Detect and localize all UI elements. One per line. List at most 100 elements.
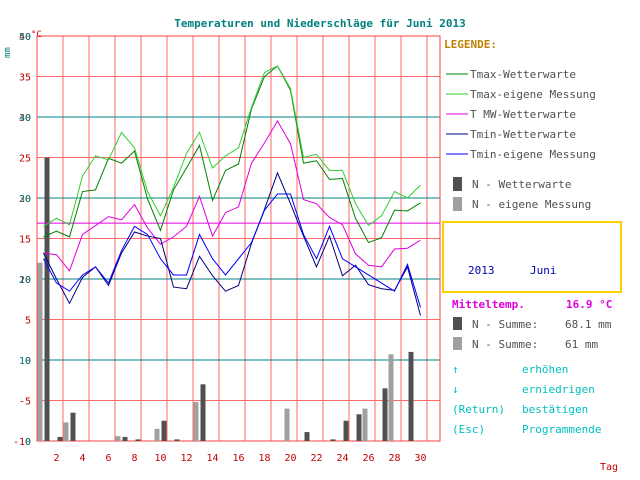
- precip-bar: [330, 439, 336, 441]
- chart-title: Temperaturen und Niederschläge für Juni …: [174, 17, 465, 30]
- legend-label: Tmin-Wetterwarte: [470, 128, 576, 141]
- sum-swatch-eigene: [453, 337, 462, 350]
- x-tick-label: 6: [105, 453, 111, 464]
- precip-tick-label: 40: [19, 113, 31, 124]
- legend-label: T MW-Wetterwarte: [470, 108, 576, 121]
- x-tick-label: 22: [310, 453, 322, 464]
- legend-label: Tmin-eigene Messung: [470, 148, 596, 161]
- precip-bars: [37, 157, 414, 441]
- precip-bar: [122, 436, 128, 441]
- x-tick-label: 26: [362, 453, 374, 464]
- legend-label: N - eigene Messung: [472, 198, 591, 211]
- x-tick-label: 14: [206, 453, 218, 464]
- precip-tick-label: 0: [25, 437, 31, 448]
- legend-bar-swatch: [453, 177, 462, 191]
- temp-tick-label: -5: [19, 397, 31, 408]
- control-action-return: bestätigen: [522, 403, 588, 416]
- legend-label: Tmax-eigene Messung: [470, 88, 596, 101]
- sum-label-eigene: N - Summe:: [472, 338, 538, 351]
- precip-bar: [44, 157, 50, 441]
- precip-tick-label: 30: [19, 194, 31, 205]
- temp-axis-unit: °C: [31, 30, 42, 40]
- series-line: [43, 171, 421, 316]
- precip-tick-label: 50: [19, 32, 31, 43]
- x-tick-label: 28: [388, 453, 400, 464]
- x-tick-label: 24: [336, 453, 348, 464]
- x-tick-label: 2: [53, 453, 59, 464]
- precip-bar: [115, 436, 121, 441]
- control-key-return: (Return): [452, 403, 505, 416]
- x-tick-label: 12: [180, 453, 192, 464]
- control-action-esc: Programmende: [522, 423, 601, 436]
- x-tick-label: 4: [79, 453, 85, 464]
- legend-panel: LEGENDE: Tmax-Wetterwarte Tmax-eigene Mes…: [444, 38, 596, 211]
- temp-tick-label: 40: [19, 32, 31, 43]
- temp-tick-label: 35: [19, 73, 31, 84]
- x-tick-label: 20: [284, 453, 296, 464]
- control-action-up: erhöhen: [522, 363, 568, 376]
- x-tick-label: 30: [414, 453, 426, 464]
- sum-value-wetterwarte: 68.1 mm: [565, 318, 612, 331]
- sum-swatch-wetterwarte: [453, 317, 462, 330]
- precip-bar: [57, 436, 63, 441]
- control-action-down: erniedrigen: [522, 383, 595, 396]
- series-line: [43, 193, 421, 308]
- legend-title: LEGENDE:: [444, 38, 497, 51]
- sum-label-wetterwarte: N - Summe:: [472, 318, 538, 331]
- temp-tick-label: 20: [19, 194, 31, 205]
- precip-bar: [200, 384, 206, 441]
- sum-value-eigene: 61 mm: [565, 338, 598, 351]
- temp-tick-label: 5: [25, 316, 31, 327]
- legend-temp-entries: Tmax-Wetterwarte Tmax-eigene Messung T MW-…: [446, 68, 596, 161]
- precip-bar: [356, 414, 362, 441]
- x-tick-label: 18: [258, 453, 270, 464]
- temp-tick-label: -10: [13, 437, 31, 448]
- period-month: Juni: [530, 264, 557, 277]
- precip-bar: [362, 408, 368, 441]
- controls-help: ↑ erhöhen ↓ erniedrigen (Return) bestäti…: [452, 363, 601, 436]
- legend-precip-entries: N - Wetterwarte N - eigene Messung: [453, 177, 591, 211]
- x-axis-label: Tag: [600, 462, 618, 473]
- temp-tick-label: 15: [19, 235, 31, 246]
- precip-bar: [135, 439, 141, 441]
- series-line: [43, 65, 421, 244]
- precip-bar: [161, 420, 167, 441]
- precip-bar: [193, 402, 199, 441]
- mean-temp-value: 16.9 °C: [566, 298, 612, 311]
- temp-tick-label: 25: [19, 154, 31, 165]
- x-tick-label: 8: [131, 453, 137, 464]
- control-key-down: ↓: [452, 383, 459, 396]
- x-tick-label: 10: [154, 453, 166, 464]
- mean-temp-label: Mitteltemp.: [452, 298, 525, 311]
- precip-bar: [63, 422, 69, 441]
- temp-tick-label: 10: [19, 275, 31, 286]
- legend-label: Tmax-Wetterwarte: [470, 68, 576, 81]
- period-box: [442, 221, 622, 293]
- legend-label: N - Wetterwarte: [472, 178, 571, 191]
- precip-bar: [388, 354, 394, 441]
- temp-tick-label: 30: [19, 113, 31, 124]
- control-key-esc: (Esc): [452, 423, 485, 436]
- precip-bar: [343, 420, 349, 441]
- series-line: [43, 65, 421, 227]
- precip-bar: [284, 408, 290, 441]
- precip-bar: [382, 388, 388, 441]
- precip-bar: [37, 262, 43, 441]
- precip-tick-label: 20: [19, 275, 31, 286]
- precip-tick-label: 10: [19, 356, 31, 367]
- precip-bar: [408, 351, 414, 441]
- legend-bar-swatch: [453, 197, 462, 211]
- temp-tick-label: 0: [25, 356, 31, 367]
- precip-axis-unit: mm: [3, 47, 13, 58]
- x-tick-label: 16: [232, 453, 244, 464]
- period-year: 2013: [468, 264, 495, 277]
- plot-frame: [36, 35, 441, 442]
- precip-bar: [304, 432, 310, 441]
- control-key-up: ↑: [452, 363, 459, 376]
- precip-bar: [70, 412, 76, 441]
- series-line: [43, 120, 421, 272]
- precip-bar: [154, 428, 160, 441]
